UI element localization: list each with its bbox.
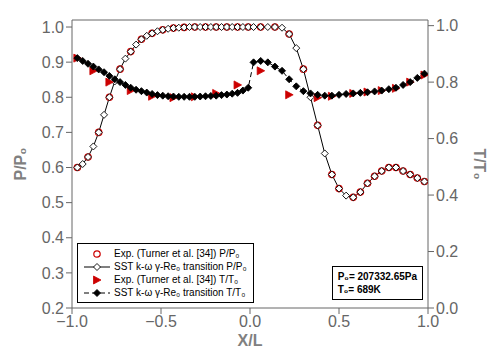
svg-text:0.6: 0.6 — [436, 130, 458, 147]
svg-text:0.4: 0.4 — [436, 187, 458, 204]
html-text:Exp. (Turner et al. [34]) P/P₀: Exp. (Turner et al. [34]) P/P₀ — [114, 248, 240, 259]
svg-text:0.6: 0.6 — [42, 159, 64, 176]
svg-text:0.5: 0.5 — [328, 313, 350, 330]
svg-text:T/T₀: T/T₀ — [471, 148, 488, 179]
svg-text:0.9: 0.9 — [42, 54, 64, 71]
svg-text:0.3: 0.3 — [42, 265, 64, 282]
svg-text:P/P₀: P/P₀ — [12, 148, 29, 181]
html-text:SST k-ω γ-Re₀ transition T/T₀: SST k-ω γ-Re₀ transition T/T₀ — [114, 287, 246, 298]
svg-text:0.0: 0.0 — [239, 313, 261, 330]
svg-text:0.8: 0.8 — [42, 89, 64, 106]
svg-text:0.7: 0.7 — [42, 124, 64, 141]
svg-text:−1.0: −1.0 — [56, 313, 88, 331]
html-text:Exp. (Turner et al. [34]) T/T₀: Exp. (Turner et al. [34]) T/T₀ — [114, 274, 239, 285]
html-text:P₀= 207332.65Pa: P₀= 207332.65Pa — [337, 271, 417, 282]
html-text:SST k-ω γ-Re₀ transition P/P₀: SST k-ω γ-Re₀ transition P/P₀ — [114, 261, 247, 272]
html-text:T₀= 689K: T₀= 689K — [337, 284, 381, 295]
svg-text:−0.5: −0.5 — [145, 313, 177, 330]
svg-text:1.0: 1.0 — [42, 19, 64, 36]
svg-text:X/L: X/L — [238, 332, 263, 349]
svg-text:1.0: 1.0 — [436, 17, 458, 34]
svg-text:0.0: 0.0 — [436, 300, 458, 317]
svg-text:0.5: 0.5 — [42, 194, 64, 211]
svg-text:0.4: 0.4 — [42, 229, 64, 246]
svg-text:0.2: 0.2 — [42, 300, 64, 317]
svg-text:0.8: 0.8 — [436, 74, 458, 91]
svg-text:1.0: 1.0 — [416, 313, 440, 331]
svg-text:0.2: 0.2 — [436, 243, 458, 260]
